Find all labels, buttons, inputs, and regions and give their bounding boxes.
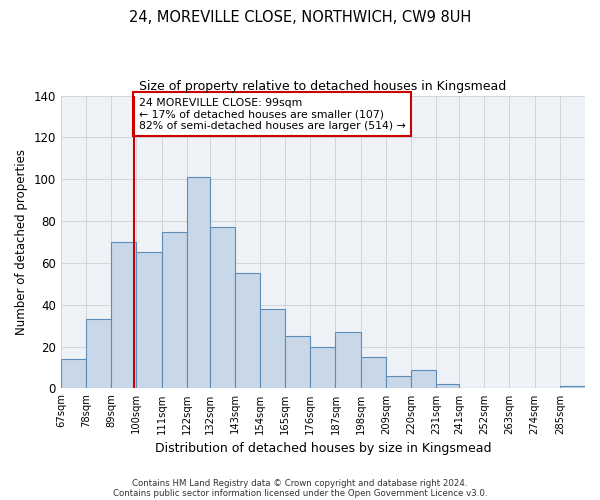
Bar bbox=[361, 357, 386, 388]
Bar bbox=[560, 386, 585, 388]
Text: Contains public sector information licensed under the Open Government Licence v3: Contains public sector information licen… bbox=[113, 488, 487, 498]
Y-axis label: Number of detached properties: Number of detached properties bbox=[15, 149, 28, 335]
Bar bbox=[111, 242, 136, 388]
Bar bbox=[86, 320, 111, 388]
Bar bbox=[386, 376, 411, 388]
Bar bbox=[187, 177, 209, 388]
Bar bbox=[161, 232, 187, 388]
Bar bbox=[436, 384, 459, 388]
Title: Size of property relative to detached houses in Kingsmead: Size of property relative to detached ho… bbox=[139, 80, 506, 93]
Bar bbox=[310, 346, 335, 389]
Bar bbox=[209, 228, 235, 388]
Bar bbox=[335, 332, 361, 388]
Bar bbox=[136, 252, 161, 388]
Bar bbox=[260, 309, 285, 388]
Text: 24, MOREVILLE CLOSE, NORTHWICH, CW9 8UH: 24, MOREVILLE CLOSE, NORTHWICH, CW9 8UH bbox=[129, 10, 471, 25]
Bar bbox=[61, 359, 86, 388]
Text: 24 MOREVILLE CLOSE: 99sqm
← 17% of detached houses are smaller (107)
82% of semi: 24 MOREVILLE CLOSE: 99sqm ← 17% of detac… bbox=[139, 98, 406, 131]
Bar bbox=[235, 274, 260, 388]
Bar bbox=[411, 370, 436, 388]
Bar bbox=[285, 336, 310, 388]
Text: Contains HM Land Registry data © Crown copyright and database right 2024.: Contains HM Land Registry data © Crown c… bbox=[132, 478, 468, 488]
X-axis label: Distribution of detached houses by size in Kingsmead: Distribution of detached houses by size … bbox=[155, 442, 491, 455]
